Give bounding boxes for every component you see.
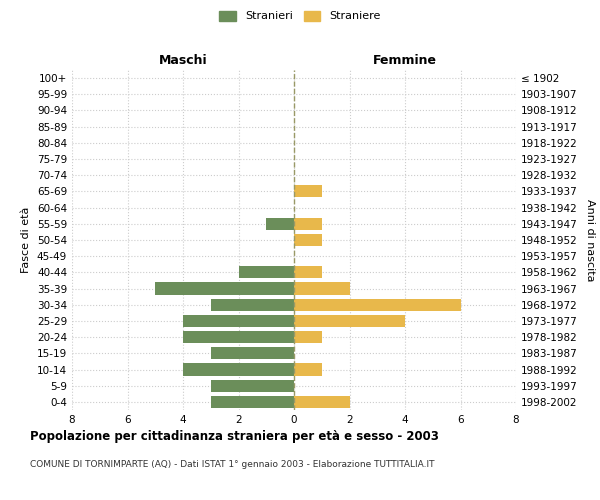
Bar (294, 364, 322, 376)
Bar (155, 282, 294, 294)
Bar (211, 380, 294, 392)
Bar (294, 298, 461, 311)
Legend: Stranieri, Straniere: Stranieri, Straniere (219, 10, 381, 22)
Bar (183, 331, 294, 343)
Bar (211, 348, 294, 360)
Bar (211, 298, 294, 311)
Text: Popolazione per cittadinanza straniera per età e sesso - 2003: Popolazione per cittadinanza straniera p… (30, 430, 439, 443)
Bar (183, 315, 294, 327)
Bar (294, 315, 405, 327)
Bar (294, 282, 350, 294)
Bar (294, 186, 322, 198)
Text: Femmine: Femmine (373, 54, 437, 66)
Bar (294, 218, 322, 230)
Bar (294, 331, 322, 343)
Y-axis label: Anni di nascita: Anni di nascita (584, 198, 595, 281)
Bar (183, 364, 294, 376)
Bar (294, 234, 322, 246)
Text: COMUNE DI TORNIMPARTE (AQ) - Dati ISTAT 1° gennaio 2003 - Elaborazione TUTTITALI: COMUNE DI TORNIMPARTE (AQ) - Dati ISTAT … (30, 460, 434, 469)
Text: Maschi: Maschi (158, 54, 208, 66)
Bar (239, 266, 294, 278)
Bar (211, 396, 294, 408)
Y-axis label: Fasce di età: Fasce di età (22, 207, 31, 273)
Bar (294, 396, 350, 408)
Bar (294, 266, 322, 278)
Bar (266, 218, 294, 230)
